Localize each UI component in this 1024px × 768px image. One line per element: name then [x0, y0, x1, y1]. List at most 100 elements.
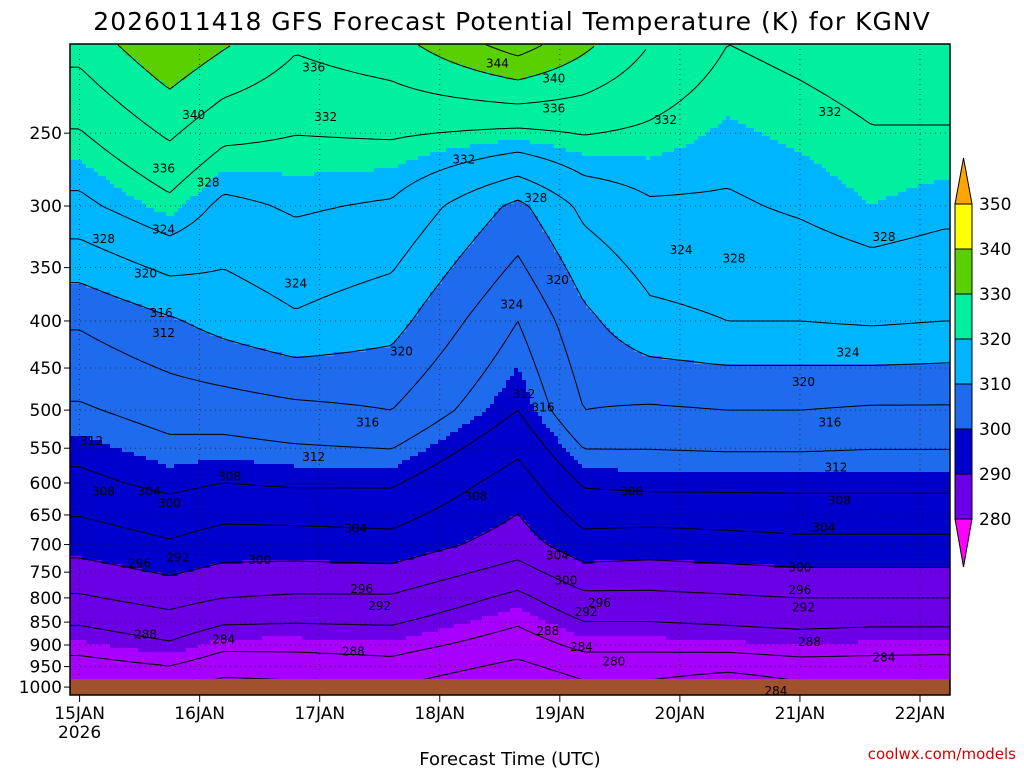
- field-cell: [74, 228, 79, 233]
- field-cell: [170, 260, 175, 265]
- field-cell: [98, 296, 103, 301]
- field-cell: [122, 596, 127, 601]
- field-cell: [110, 284, 115, 289]
- field-cell: [174, 88, 179, 93]
- field-cell: [182, 396, 187, 401]
- field-cell: [162, 284, 167, 289]
- field-cell: [186, 560, 191, 565]
- field-cell: [70, 468, 75, 473]
- field-cell: [94, 84, 99, 89]
- field-cell: [170, 64, 175, 69]
- field-cell: [98, 128, 103, 133]
- field-cell: [78, 212, 83, 217]
- field-cell: [150, 508, 155, 513]
- field-cell: [134, 548, 139, 553]
- field-cell: [178, 476, 183, 481]
- field-cell: [78, 228, 83, 233]
- field-cell: [70, 512, 75, 517]
- field-cell: [110, 228, 115, 233]
- field-cell: [146, 524, 151, 529]
- field-cell: [94, 264, 99, 269]
- field-cell: [90, 552, 95, 557]
- field-cell: [114, 84, 119, 89]
- field-cell: [142, 468, 147, 473]
- field-cell: [102, 192, 107, 197]
- field-cell: [158, 552, 163, 557]
- field-cell: [162, 240, 167, 245]
- field-cell: [142, 496, 147, 501]
- field-cell: [106, 392, 111, 397]
- field-cell: [134, 440, 139, 445]
- field-cell: [146, 548, 151, 553]
- field-cell: [122, 664, 127, 669]
- field-cell: [90, 420, 95, 425]
- field-cell: [118, 304, 123, 309]
- field-cell: [70, 208, 75, 213]
- field-cell: [142, 380, 147, 385]
- field-cell: [154, 308, 159, 313]
- field-cell: [134, 188, 139, 193]
- field-cell: [106, 224, 111, 229]
- field-cell: [138, 612, 143, 617]
- field-cell: [134, 84, 139, 89]
- field-cell: [174, 96, 179, 101]
- field-cell: [182, 652, 187, 657]
- field-cell: [90, 540, 95, 545]
- field-cell: [130, 528, 135, 533]
- field-cell: [162, 236, 167, 241]
- field-cell: [94, 564, 99, 569]
- field-cell: [166, 76, 171, 81]
- field-cell: [126, 392, 131, 397]
- field-cell: [170, 552, 175, 557]
- field-cell: [118, 180, 123, 185]
- field-cell: [150, 208, 155, 213]
- field-cell: [90, 632, 95, 637]
- field-cell: [162, 376, 167, 381]
- field-cell: [86, 204, 91, 209]
- field-cell: [142, 524, 147, 529]
- field-cell: [186, 260, 191, 265]
- field-cell: [82, 316, 87, 321]
- field-cell: [182, 620, 187, 625]
- field-cell: [114, 268, 119, 273]
- field-cell: [126, 676, 131, 681]
- field-cell: [90, 356, 95, 361]
- field-cell: [118, 536, 123, 541]
- field-cell: [170, 84, 175, 89]
- field-cell: [118, 184, 123, 189]
- field-cell: [74, 504, 79, 509]
- field-cell: [86, 536, 91, 541]
- field-cell: [110, 608, 115, 613]
- field-cell: [110, 360, 115, 365]
- field-cell: [186, 136, 191, 141]
- field-cell: [142, 148, 147, 153]
- field-cell: [170, 336, 175, 341]
- field-cell: [90, 80, 95, 85]
- field-cell: [158, 644, 163, 649]
- field-cell: [150, 240, 155, 245]
- field-cell: [138, 388, 143, 393]
- field-cell: [110, 536, 115, 541]
- field-cell: [78, 288, 83, 293]
- field-cell: [138, 260, 143, 265]
- field-cell: [174, 72, 179, 77]
- field-cell: [142, 516, 147, 521]
- field-cell: [186, 64, 191, 69]
- field-cell: [126, 208, 131, 213]
- field-cell: [158, 136, 163, 141]
- field-cell: [102, 456, 107, 461]
- field-cell: [74, 236, 79, 241]
- field-cell: [134, 520, 139, 525]
- field-cell: [74, 84, 79, 89]
- field-cell: [186, 324, 191, 329]
- field-cell: [78, 260, 83, 265]
- field-cell: [166, 496, 171, 501]
- field-cell: [90, 580, 95, 585]
- field-cell: [86, 220, 91, 225]
- field-cell: [82, 72, 87, 77]
- field-cell: [114, 232, 119, 237]
- field-cell: [78, 416, 83, 421]
- field-cell: [154, 184, 159, 189]
- field-cell: [130, 548, 135, 553]
- field-cell: [118, 584, 123, 589]
